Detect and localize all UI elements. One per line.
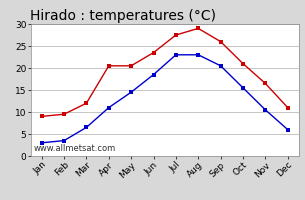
- Text: www.allmetsat.com: www.allmetsat.com: [33, 144, 115, 153]
- Text: Hirado : temperatures (°C): Hirado : temperatures (°C): [30, 9, 217, 23]
